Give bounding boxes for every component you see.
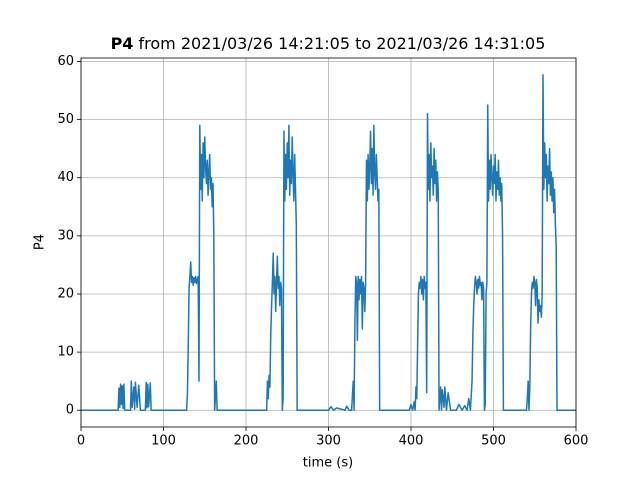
y-tick-label: 60 <box>57 54 74 69</box>
y-tick-label: 50 <box>57 112 74 127</box>
title-text: from 2021/03/26 14:21:05 to 2021/03/26 1… <box>139 34 546 53</box>
x-tick-label: 500 <box>481 434 506 449</box>
x-tick-label: 200 <box>234 434 259 449</box>
y-axis-label: P4 <box>33 234 48 250</box>
x-tick-label: 300 <box>316 434 341 449</box>
x-tick-label: 0 <box>77 434 85 449</box>
y-tick-label: 0 <box>66 403 74 418</box>
x-tick-label: 600 <box>564 434 589 449</box>
y-tick-label: 30 <box>57 228 74 243</box>
chart-title: P4 from 2021/03/26 14:21:05 to 2021/03/2… <box>111 34 546 53</box>
y-tick-label: 10 <box>57 345 74 360</box>
x-tick-label: 400 <box>399 434 424 449</box>
y-tick-label: 20 <box>57 286 74 301</box>
x-axis-label: time (s) <box>303 456 353 471</box>
title-bold: P4 <box>111 34 134 53</box>
y-tick-label: 40 <box>57 170 74 185</box>
plot-frame <box>80 57 577 428</box>
data-line <box>81 74 576 411</box>
x-tick-label: 100 <box>151 434 176 449</box>
